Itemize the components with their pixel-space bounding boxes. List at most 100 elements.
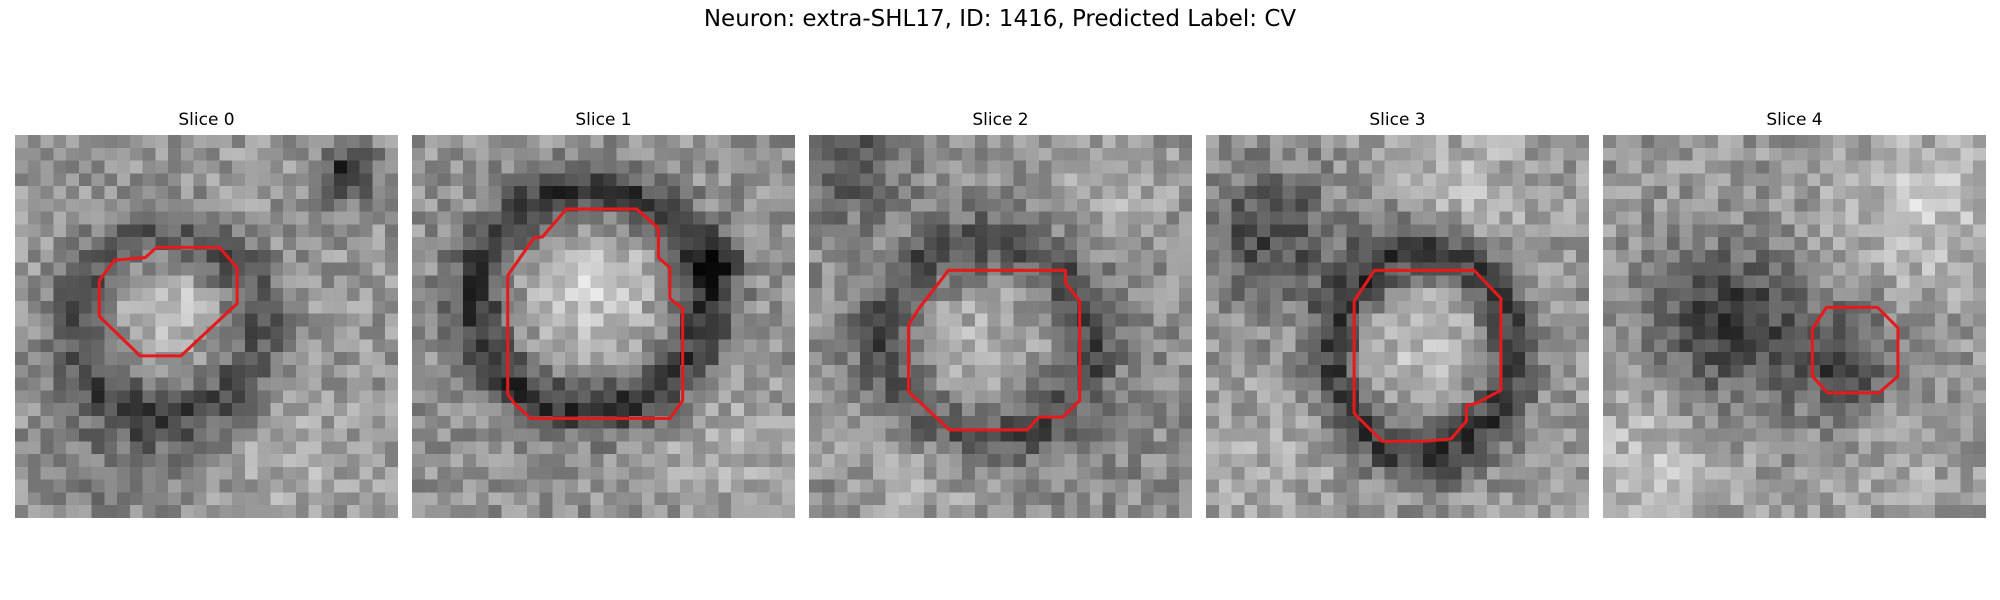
pixel [193,147,207,161]
pixel [1743,211,1757,225]
pixel [987,326,1001,340]
pixel [949,186,963,200]
pixel [1654,275,1668,289]
pixel [987,466,1001,480]
pixel [321,403,335,417]
pixel [15,428,29,442]
pixel [66,262,80,276]
pixel [1679,211,1693,225]
pixel [1051,135,1065,149]
pixel [590,313,604,327]
pixel [1973,135,1986,149]
pixel [705,403,719,417]
pixel [1384,492,1398,506]
pixel [1666,288,1680,302]
pixel [1550,249,1564,263]
pixel [1026,186,1040,200]
pixel [308,479,322,493]
pixel [1705,173,1719,187]
pixel [1295,492,1309,506]
pixel [974,339,988,353]
pixel [962,147,976,161]
pixel [1743,300,1757,314]
pixel [885,364,899,378]
pixel [1461,313,1475,327]
pixel [1371,211,1385,225]
pixel [488,186,502,200]
pixel [1537,135,1551,149]
pixel [142,479,156,493]
pixel [321,237,335,251]
pixel [1077,492,1091,506]
pixel [1435,390,1449,404]
pixel [270,300,284,314]
pixel [1730,390,1744,404]
pixel [898,288,912,302]
pixel [1756,492,1770,506]
pixel [1153,352,1167,366]
pixel [1051,505,1065,518]
pixel [180,288,194,302]
pixel [936,160,950,174]
pixel [974,377,988,391]
pixel [1102,237,1116,251]
pixel [1308,326,1322,340]
pixel [949,479,963,493]
pixel [15,415,29,429]
pixel [1909,135,1923,149]
pixel [450,249,464,263]
pixel [1576,352,1589,366]
pixel [1768,364,1782,378]
pixel [1102,415,1116,429]
pixel [91,249,105,263]
pixel [1781,135,1795,149]
pixel [987,224,1001,238]
pixel [1692,313,1706,327]
pixel [731,211,745,225]
pixel [232,492,246,506]
pixel [450,326,464,340]
pixel [1603,237,1617,251]
pixel [1807,441,1821,455]
pixel [1973,377,1986,391]
pixel [962,135,976,149]
pixel [1013,198,1027,212]
pixel [475,479,489,493]
pixel [1051,275,1065,289]
pixel [1231,262,1245,276]
pixel [1051,313,1065,327]
pixel [1705,237,1719,251]
pixel [129,403,143,417]
pixel [1525,198,1539,212]
pixel [155,339,169,353]
pixel [1499,211,1513,225]
pixel [1486,300,1500,314]
pixel [1603,326,1617,340]
pixel [1603,313,1617,327]
pixel [1115,288,1129,302]
pixel [514,160,528,174]
pixel [1730,173,1744,187]
pixel [1308,262,1322,276]
pixel [40,505,54,518]
pixel [1603,441,1617,455]
pixel [1206,352,1220,366]
pixel [654,454,668,468]
pixel [1563,339,1577,353]
pixel [1537,377,1551,391]
pixel [590,237,604,251]
pixel [1628,326,1642,340]
pixel [1359,352,1373,366]
pixel [1820,441,1834,455]
pixel [680,211,694,225]
pixel [1435,173,1449,187]
pixel [283,505,297,518]
pixel [168,466,182,480]
pixel [1947,326,1961,340]
pixel [1423,313,1437,327]
pixel [437,339,451,353]
pixel [27,186,41,200]
pixel [834,173,848,187]
pixel [987,479,1001,493]
pixel [1461,300,1475,314]
